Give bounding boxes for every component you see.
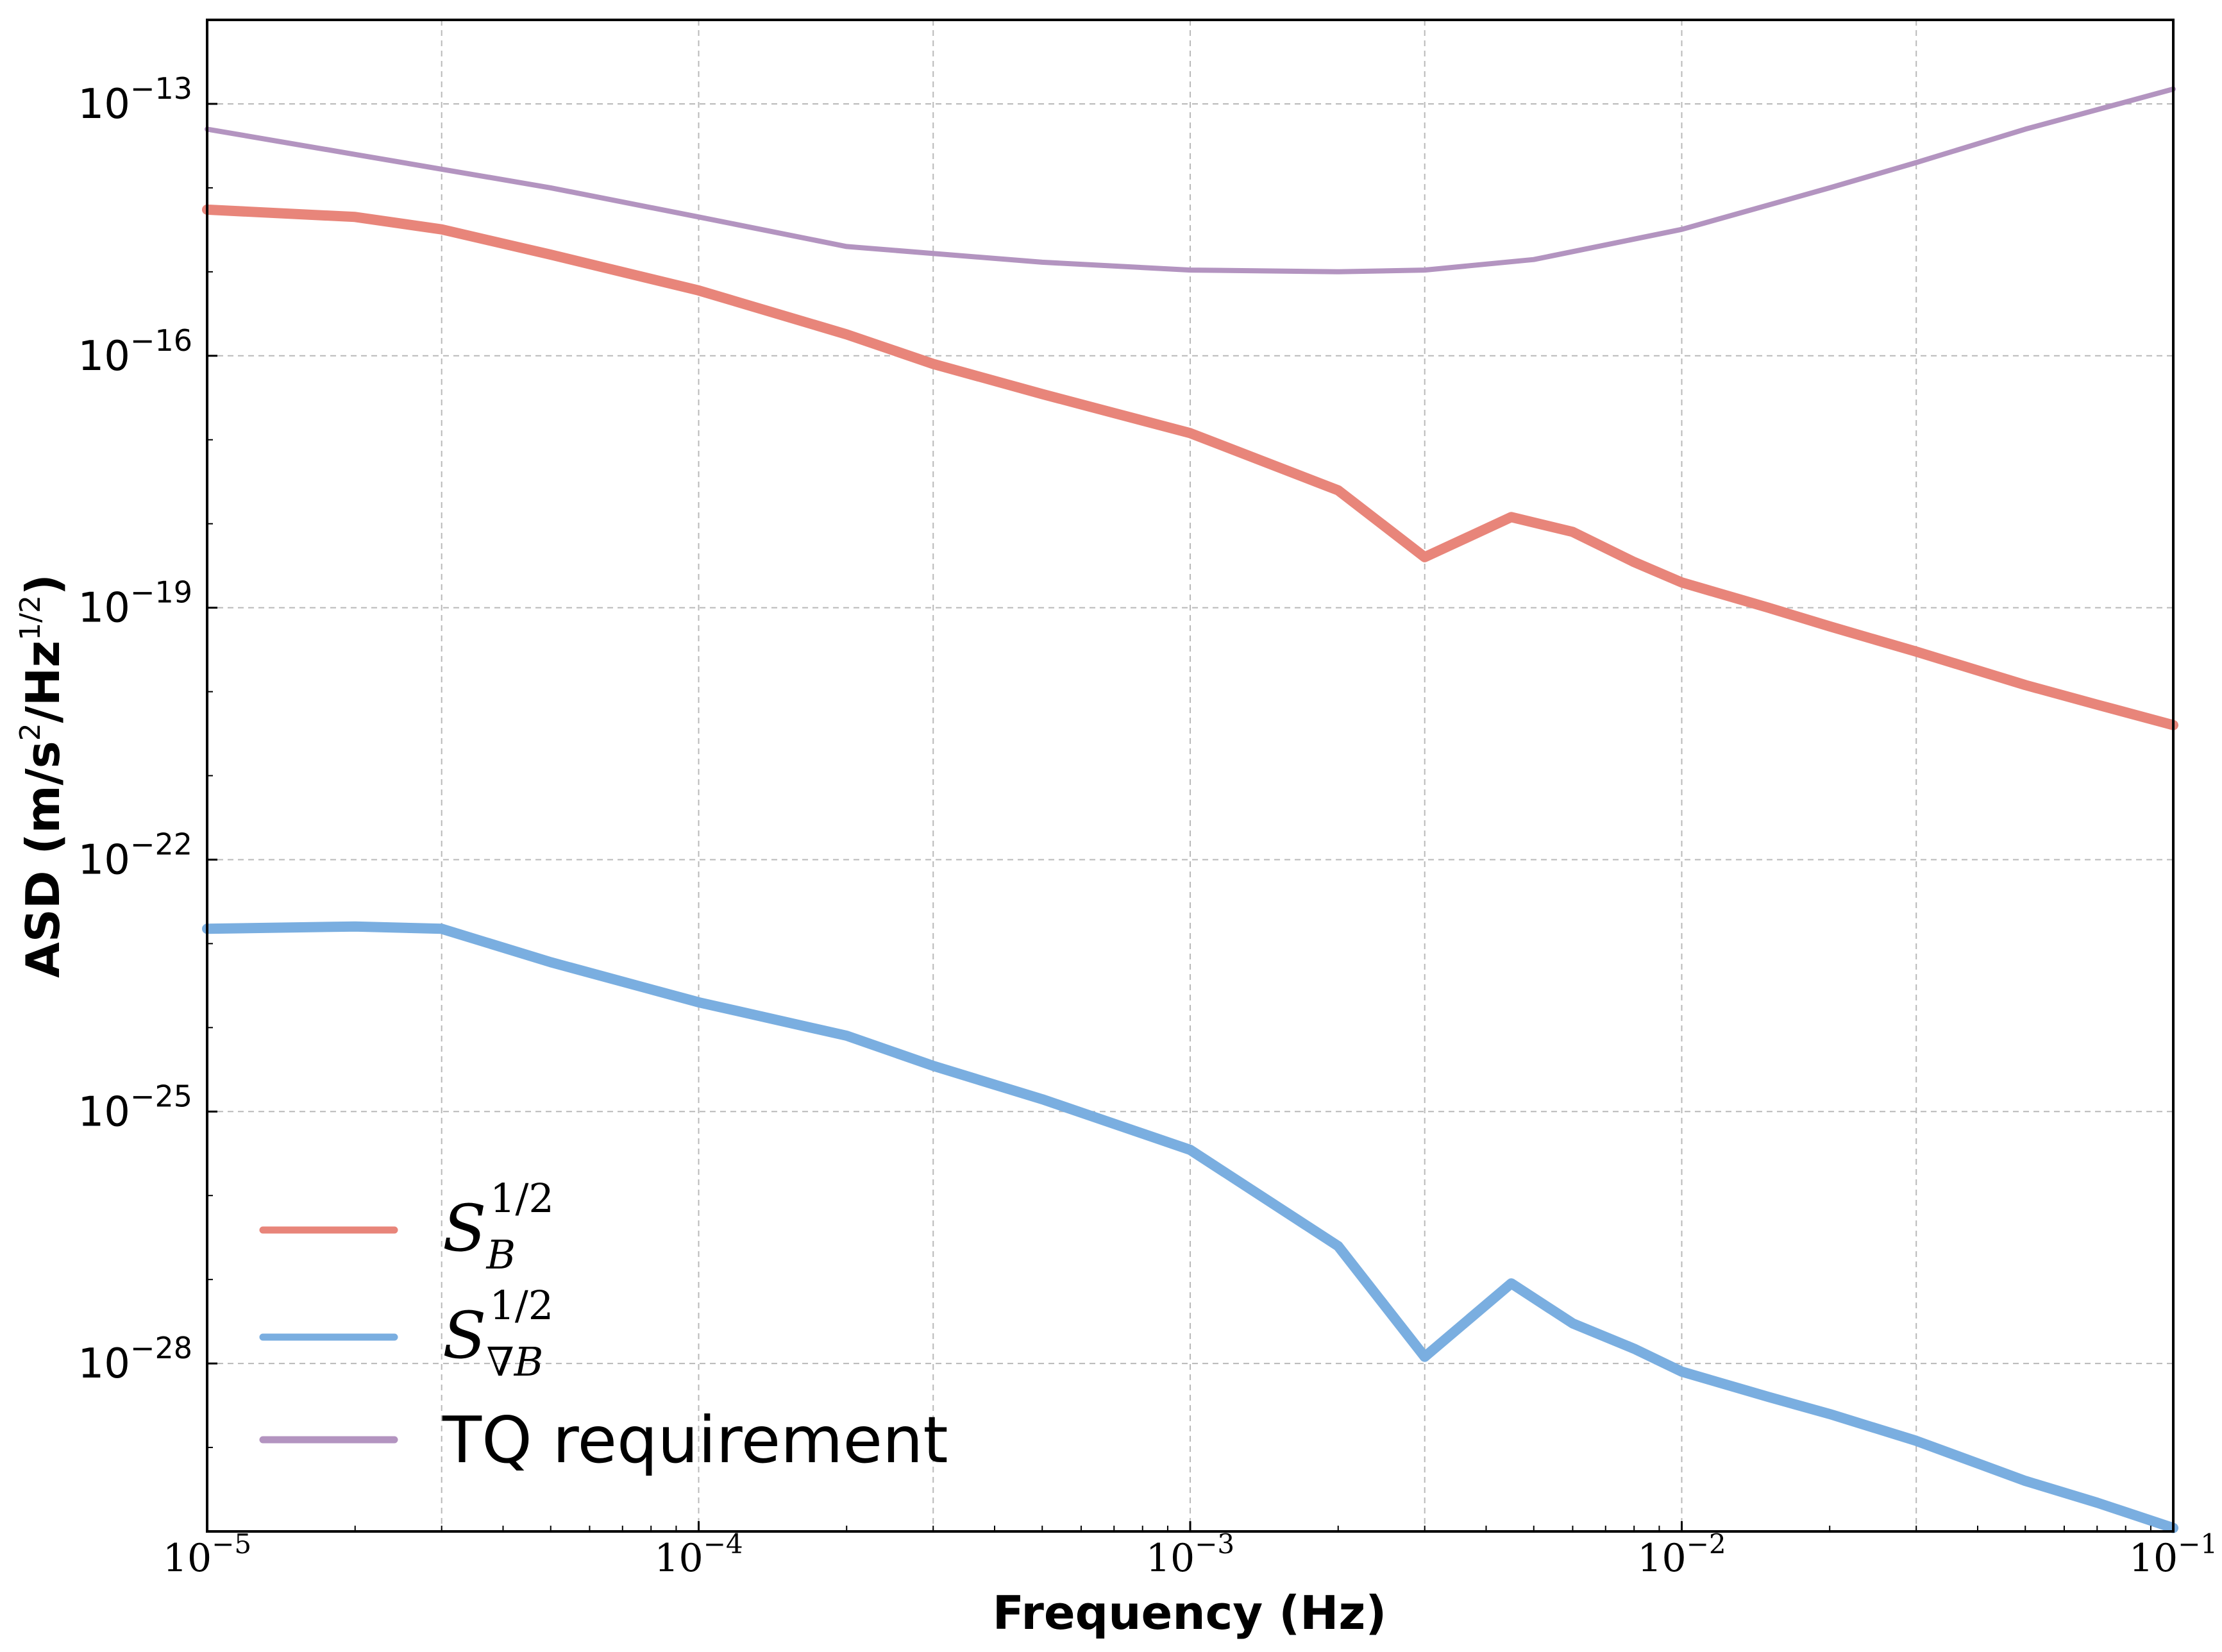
y-tick-label-4: 10−25 xyxy=(78,1079,192,1136)
y-tick-label-5: 10−28 xyxy=(78,1331,192,1388)
x-axis-label: Frequency (Hz) xyxy=(993,1586,1386,1640)
series-sgradb-line xyxy=(202,921,2178,1533)
y-axis-label: ASD (m/s2/Hz1/2) xyxy=(14,574,70,978)
y-tick-label-2: 10−19 xyxy=(78,575,192,632)
x-tick-labels: 10−5 10−4 10−3 10−2 10−1 xyxy=(163,1528,2218,1581)
series-tq-requirement-line xyxy=(205,86,2176,274)
x-tick-label-2: 10−3 xyxy=(1146,1528,1234,1581)
x-tick-label-3: 10−2 xyxy=(1637,1528,1726,1581)
legend-label-tq: TQ requirement xyxy=(442,1403,948,1478)
y-tick-labels: 10−13 10−16 10−19 10−22 10−25 10−28 xyxy=(78,71,192,1388)
series-sb-line xyxy=(202,204,2178,730)
series-layer xyxy=(202,86,2178,1533)
legend-label-sb: SB1/2 xyxy=(442,1175,554,1278)
x-tick-label-4: 10−1 xyxy=(2129,1528,2218,1581)
x-tick-label-0: 10−5 xyxy=(163,1528,251,1581)
y-tick-label-3: 10−22 xyxy=(78,827,192,884)
legend: SB1/2 S∇B1/2 TQ requirement xyxy=(259,1175,948,1478)
x-tick-label-1: 10−4 xyxy=(654,1528,743,1581)
y-tick-label-0: 10−13 xyxy=(78,71,192,128)
legend-label-sgradb: S∇B1/2 xyxy=(442,1282,553,1385)
tick-marks xyxy=(206,19,2175,1532)
y-tick-label-1: 10−16 xyxy=(78,323,192,380)
